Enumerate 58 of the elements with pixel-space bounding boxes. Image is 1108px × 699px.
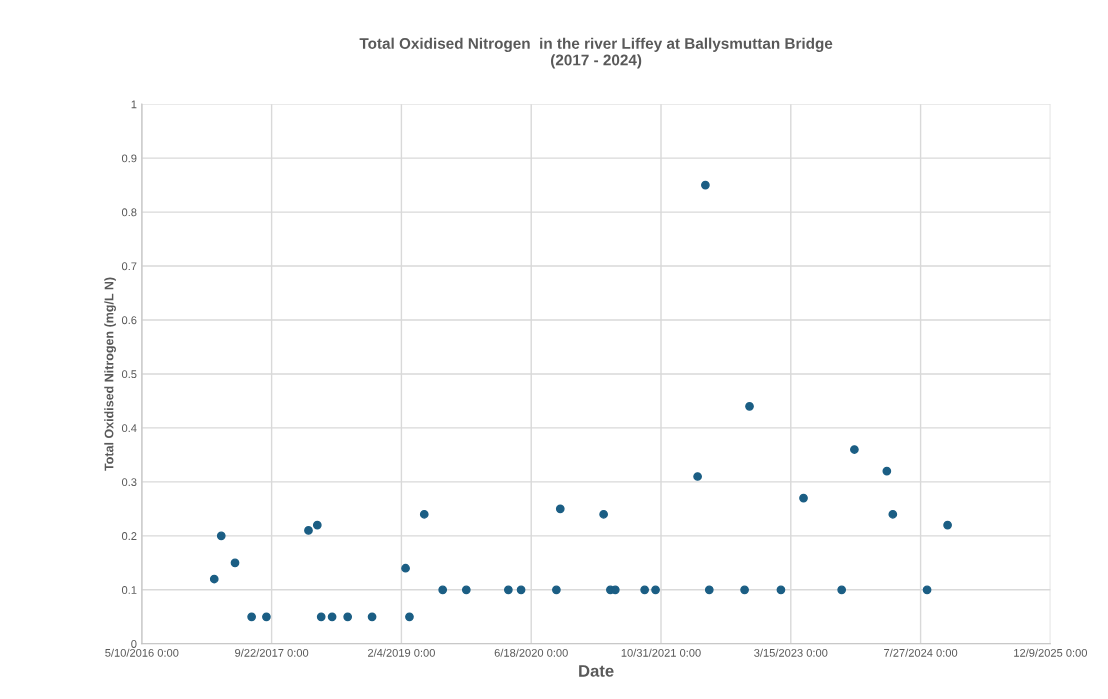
y-tick-label: 0.4 [121,424,137,433]
y-tick-label: 1 [131,100,137,109]
y-tick-label: 0.5 [121,370,137,379]
point [837,585,847,595]
point [693,472,702,481]
point [599,509,609,519]
x-tick-label: 7/27/2024 0:00 [884,648,958,657]
point [209,574,219,584]
point [312,520,322,530]
point [922,585,932,595]
y-tick-label: 0.3 [121,478,137,487]
point [651,585,660,595]
x-tick-label: 6/18/2020 0:00 [494,648,568,657]
point [701,180,710,190]
point [438,585,448,595]
x-tick-label: 5/10/2016 0:00 [105,648,179,657]
point [316,612,326,622]
point [888,509,898,519]
point [230,558,240,568]
point [850,445,859,454]
y-tick-label: 0.6 [121,316,137,325]
x-tick-label: 2/4/2019 0:00 [367,648,435,657]
point [745,401,754,411]
point [740,585,749,595]
x-tick-label: 12/9/2025 0:00 [1014,648,1088,657]
y-tick-label: 0.1 [121,586,137,594]
point [516,585,526,595]
x-axis-title: Date [579,665,614,677]
point [419,509,429,519]
x-tick-label: 10/31/2021 0:00 [621,648,701,657]
point [640,585,650,595]
point [555,504,565,514]
point [503,585,513,595]
point [247,612,257,622]
point [461,585,471,595]
y-tick-label: 0.9 [121,154,137,163]
point [216,531,226,541]
y-tick-label: 0.2 [121,532,137,540]
x-tick-label: 9/22/2017 0:00 [235,648,309,657]
chart-title: Total Oxidised Nitrogen in the river Liffey at Ballysmuttan Bridge (2017 - 2024) [359,37,833,69]
x-tick-label: 3/15/2023 0:00 [754,648,828,657]
y-axis-title: Total Oxidised Nitrogen (mg/L N) [104,277,116,471]
point [704,585,714,595]
point [882,466,892,476]
point [799,493,808,503]
point [262,612,271,622]
point [304,526,313,535]
point [943,520,952,530]
point [343,612,353,622]
point [367,612,377,622]
y-tick-label: 0 [131,640,137,648]
point [552,585,561,595]
y-tick-label: 0.8 [121,208,137,217]
point [401,563,410,573]
point [405,612,414,622]
y-tick-label: 0.7 [121,262,137,271]
point [776,585,786,595]
point [327,612,337,622]
